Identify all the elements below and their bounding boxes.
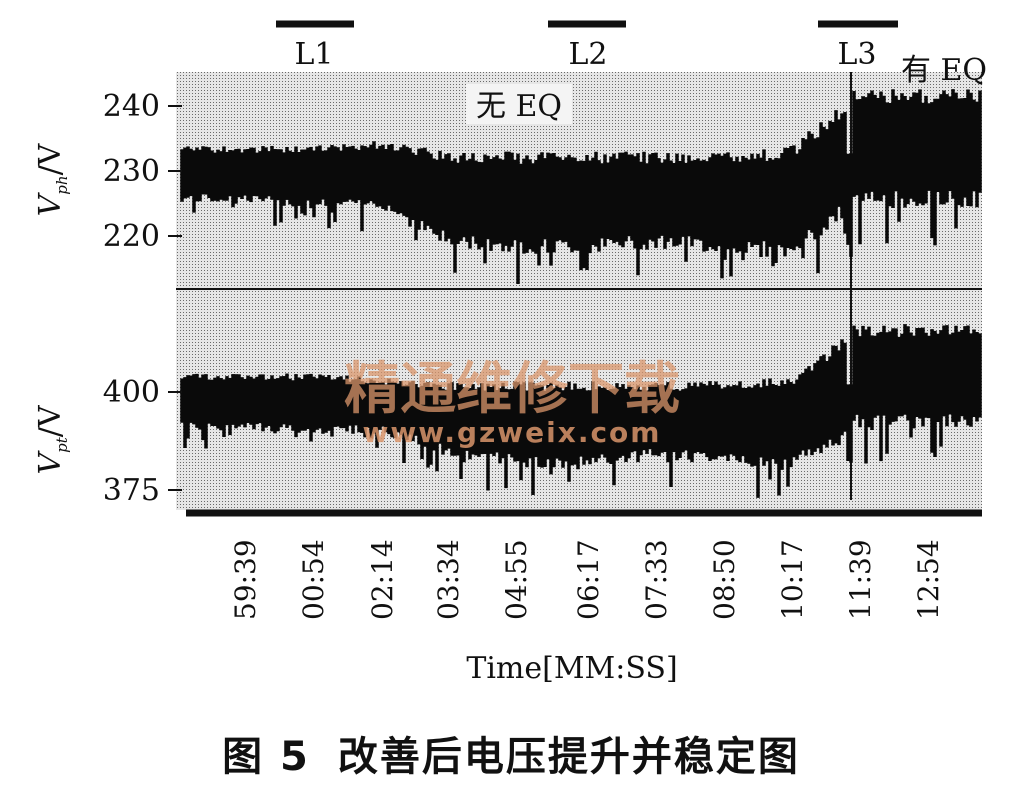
x-axis-label: Time[MM:SS] bbox=[466, 651, 677, 686]
figure-caption: 图 5 改善后电压提升并稳定图 bbox=[0, 724, 1022, 782]
x-tick-label: 03:34 bbox=[432, 539, 465, 620]
caption-figure-number: 图 5 bbox=[222, 734, 310, 780]
watermark-url: www.gzweix.com bbox=[363, 416, 662, 449]
caption-text: 改善后电压提升并稳定图 bbox=[337, 734, 800, 780]
x-tick-label: 59:39 bbox=[229, 539, 262, 620]
ylabel-top: Vph/V bbox=[33, 142, 71, 216]
x-tick-label: 06:17 bbox=[572, 539, 605, 620]
load-label-l1: L1 bbox=[294, 37, 333, 72]
x-tick-label: 04:55 bbox=[500, 539, 533, 620]
ytick-375: 375 bbox=[103, 473, 160, 508]
x-tick-label: 10:17 bbox=[776, 539, 809, 620]
load-label-l3: L3 bbox=[837, 37, 876, 72]
annotation-without-eq-bg bbox=[466, 84, 572, 124]
ylabel-bottom: Vpt/V bbox=[33, 404, 71, 474]
x-tick-label: 08:50 bbox=[708, 539, 741, 620]
x-tick-label: 11:39 bbox=[844, 539, 877, 620]
ytick-220: 220 bbox=[103, 219, 160, 254]
annotation-without-eq: 无 EQ bbox=[476, 89, 562, 124]
ytick-400: 400 bbox=[103, 375, 160, 410]
figure: L1 L2 L3 无 EQ 有 EQ 240 230 220 400 375 V… bbox=[33, 20, 987, 686]
watermark-chinese: 精通维修下载 bbox=[344, 357, 680, 422]
annotation-with-eq: 有 EQ bbox=[901, 53, 987, 88]
load-label-l2: L2 bbox=[568, 37, 607, 72]
ytick-230: 230 bbox=[103, 154, 160, 189]
x-tick-labels: 59:39 00:54 02:14 03:34 04:55 06:17 07:33 08:50… bbox=[229, 539, 945, 620]
x-tick-label: 00:54 bbox=[297, 539, 330, 620]
top-voltage-signal bbox=[180, 89, 982, 285]
ytick-240: 240 bbox=[103, 89, 160, 124]
x-tick-label: 12:54 bbox=[912, 539, 945, 620]
x-tick-label: 07:33 bbox=[640, 539, 673, 620]
bottom-voltage-signal bbox=[180, 324, 982, 498]
x-tick-label: 02:14 bbox=[366, 539, 399, 620]
